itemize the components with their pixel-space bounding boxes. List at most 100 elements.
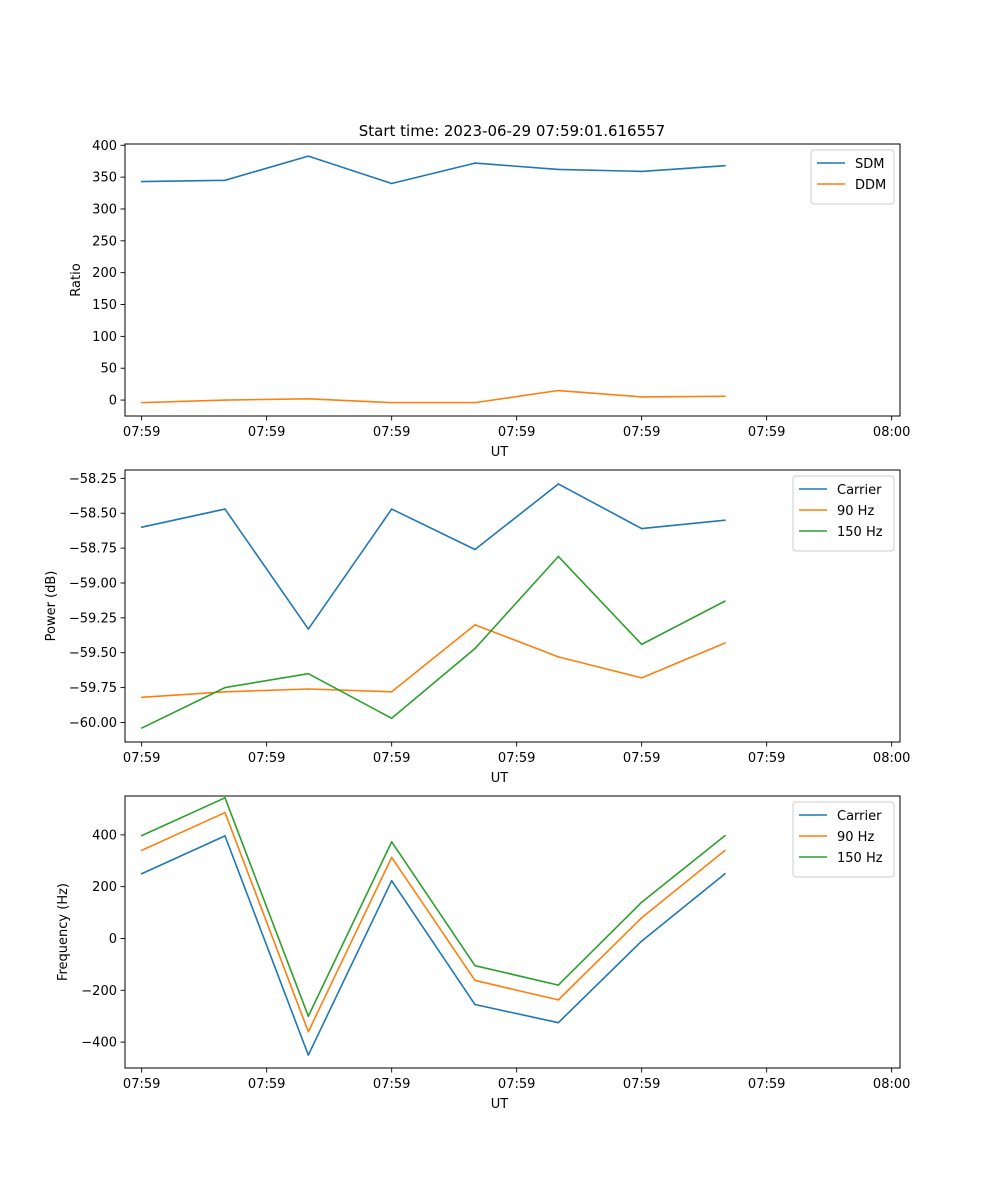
data-point: [474, 964, 476, 967]
chart-panel-3: 07:59 07:59 07:59 07:59 07:59 07:59 08:00 −400 −…: [56, 795, 910, 1112]
data-point: [307, 155, 310, 157]
data-point: [224, 797, 226, 799]
legend-label: Carrier: [837, 809, 882, 824]
data-point: [390, 717, 393, 720]
chart-panel-2: 07:59 07:59 07:59 07:59 07:59 07:59 08:00 −60.0…: [44, 469, 910, 786]
legend: Carrier 90 Hz 150 Hz: [792, 801, 895, 878]
data-point: [640, 170, 643, 173]
legend-box: [792, 475, 895, 552]
data-point: [640, 916, 643, 919]
chart-title: Start time: 2023-06-29 07:59:01.616557: [359, 122, 665, 140]
data-point: [390, 841, 393, 843]
y-tick-label: −58.75: [69, 542, 117, 557]
x-tick-label: 07:59: [373, 425, 410, 440]
data-point: [224, 179, 226, 182]
y-tick-label: 0: [109, 932, 117, 947]
y-tick-label: −59.50: [69, 646, 117, 661]
legend-label: 90 Hz: [837, 504, 874, 519]
data-point: [390, 879, 393, 882]
data-point: [640, 643, 643, 646]
x-tick-label: 07:59: [748, 425, 785, 440]
y-tick-label: 0: [109, 394, 117, 409]
y-tick-label: 100: [92, 330, 117, 345]
data-point: [724, 164, 726, 167]
data-point: [724, 519, 726, 522]
y-tick-label: −200: [81, 984, 117, 999]
y-tick-label: −58.25: [69, 472, 117, 487]
x-axis-label: UT: [491, 771, 509, 786]
data-point: [307, 1030, 310, 1033]
data-point: [557, 984, 560, 986]
data-point: [307, 398, 310, 400]
data-point: [140, 872, 143, 875]
data-point: [390, 182, 393, 185]
data-point: [474, 1003, 476, 1006]
y-tick-label: 400: [92, 139, 117, 154]
data-point: [640, 527, 643, 530]
data-point: [307, 1015, 310, 1017]
data-point: [140, 834, 143, 837]
legend-box: [792, 801, 895, 878]
data-point: [224, 811, 226, 814]
y-tick-label: 200: [92, 880, 117, 895]
x-tick-label: 08:00: [873, 1077, 910, 1092]
data-point: [724, 872, 726, 875]
x-tick-label: 07:59: [748, 751, 785, 766]
data-point: [390, 508, 393, 510]
y-tick-label: −58.50: [69, 507, 117, 522]
chart-panel-1: 07:59 07:59 07:59 07:59 07:59 07:59 08:00 0 50 10…: [69, 139, 910, 460]
data-point: [307, 688, 310, 690]
series-line-carrier: [141, 483, 726, 630]
y-tick-label: 400: [92, 828, 117, 843]
series-line-90-hz: [141, 624, 726, 699]
series-line-90-hz: [141, 811, 726, 1033]
series-line-sdm: [141, 155, 726, 185]
data-point: [224, 690, 226, 693]
data-point: [557, 168, 560, 171]
data-point: [390, 856, 393, 859]
data-point: [140, 727, 143, 729]
legend-label: 150 Hz: [837, 851, 883, 866]
x-axis-label: UT: [491, 445, 509, 460]
x-tick-label: 07:59: [123, 1077, 160, 1092]
x-tick-label: 07:59: [498, 1077, 535, 1092]
plot-frame: [124, 143, 901, 417]
data-point: [474, 979, 476, 982]
data-point: [307, 628, 310, 630]
legend-label: 90 Hz: [837, 830, 874, 845]
data-point: [640, 677, 643, 679]
y-tick-label: −59.75: [69, 681, 117, 696]
data-point: [640, 396, 643, 398]
x-tick-label: 07:59: [123, 751, 160, 766]
data-point: [557, 1021, 560, 1024]
x-tick-label: 07:59: [248, 425, 285, 440]
data-point: [140, 526, 143, 528]
x-tick-label: 08:00: [873, 751, 910, 766]
plot-frame: [124, 795, 901, 1069]
data-point: [474, 647, 476, 650]
x-tick-label: 07:59: [248, 1077, 285, 1092]
legend: SDM DDM: [810, 149, 895, 205]
x-tick-label: 07:59: [498, 751, 535, 766]
y-tick-label: 300: [92, 202, 117, 217]
x-tick-label: 07:59: [248, 751, 285, 766]
legend-label: SDM: [855, 157, 884, 172]
y-tick-label: −59.25: [69, 611, 117, 626]
data-point: [224, 686, 226, 689]
plot-frame: [124, 469, 901, 743]
y-tick-label: −59.00: [69, 576, 117, 591]
x-axis-label: UT: [491, 1097, 509, 1112]
x-tick-label: 07:59: [623, 1077, 660, 1092]
legend: Carrier 90 Hz 150 Hz: [792, 475, 895, 552]
data-point: [474, 162, 476, 164]
x-tick-label: 07:59: [123, 425, 160, 440]
y-tick-label: 250: [92, 234, 117, 249]
data-point: [557, 483, 560, 485]
y-tick-label: 350: [92, 171, 117, 186]
legend-label: Carrier: [837, 483, 882, 498]
data-point: [557, 555, 560, 558]
x-tick-label: 07:59: [748, 1077, 785, 1092]
x-tick-label: 07:59: [498, 425, 535, 440]
